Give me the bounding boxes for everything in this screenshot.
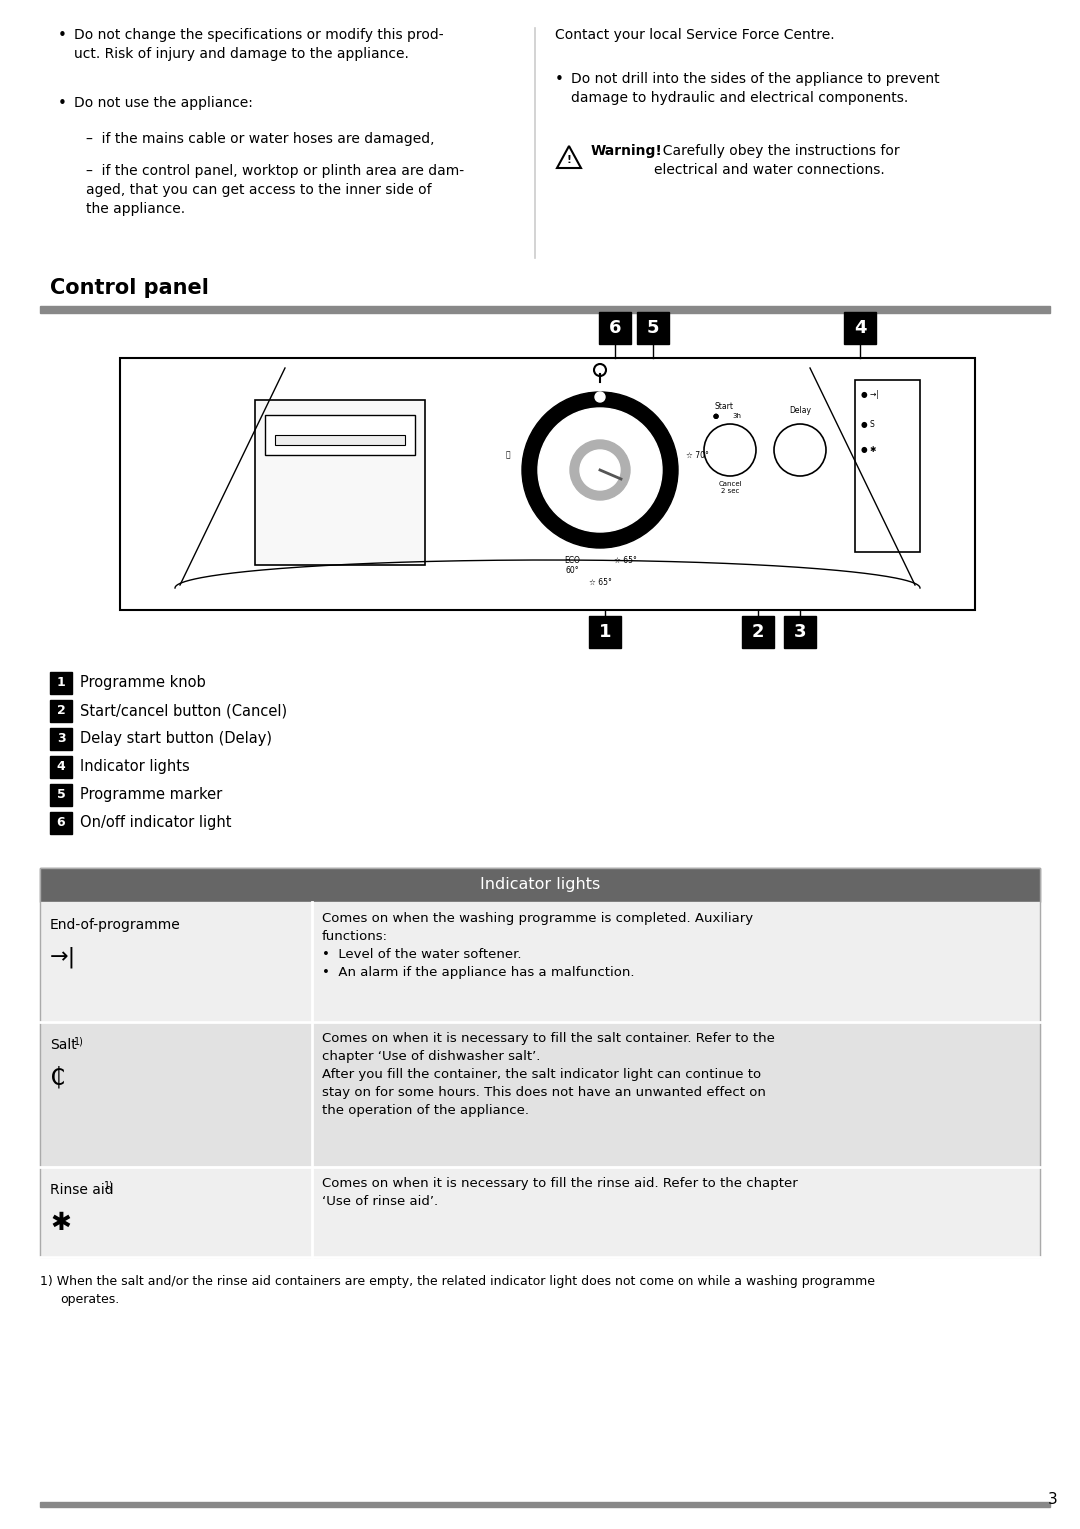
Text: Do not drill into the sides of the appliance to prevent
damage to hydraulic and : Do not drill into the sides of the appli… [571,72,940,106]
Text: ●: ● [713,413,719,419]
Text: On/off indicator light: On/off indicator light [80,815,231,830]
Text: ₵: ₵ [50,1066,66,1090]
Text: ✱: ✱ [50,1211,71,1235]
Text: Programme knob: Programme knob [80,676,206,691]
Text: ● ✱: ● ✱ [861,445,876,454]
Text: 2: 2 [752,622,765,641]
Text: •: • [555,72,564,87]
Text: 1): 1) [104,1180,113,1191]
Text: –  if the mains cable or water hoses are damaged,: – if the mains cable or water hoses are … [86,131,434,145]
Text: 3: 3 [56,732,65,746]
Text: •: • [58,96,67,112]
Text: 1: 1 [598,622,611,641]
Bar [50,700,72,722]
Text: ㎎: ㎎ [505,451,510,460]
Text: Start: Start [715,402,733,411]
Text: operates.: operates. [60,1294,119,1306]
Bar [50,755,72,778]
Text: Cancel
2 sec: Cancel 2 sec [718,482,742,494]
Text: 4: 4 [56,760,66,774]
Bar [50,728,72,751]
Bar [275,434,405,445]
Text: Indicator lights: Indicator lights [480,878,600,893]
Text: •: • [58,28,67,43]
Text: 6: 6 [56,816,65,830]
Text: Contact your local Service Force Centre.: Contact your local Service Force Centre. [555,28,835,41]
Text: 1): 1) [75,1037,84,1046]
Text: →|: →| [50,946,77,968]
Circle shape [522,391,678,547]
Bar [599,312,631,344]
Bar [589,616,621,648]
Text: !: ! [567,154,571,165]
Text: Delay: Delay [789,407,811,414]
Bar [120,358,975,610]
Text: Salt: Salt [50,1038,77,1052]
Text: ☆ 70°: ☆ 70° [686,451,708,460]
Text: 4: 4 [854,320,866,336]
Bar [50,784,72,806]
Bar [50,673,72,694]
Text: Control panel: Control panel [50,278,208,298]
Text: ●: ● [713,413,719,419]
Circle shape [580,450,620,489]
Bar [255,401,426,566]
Bar [40,1021,1040,1167]
Bar [265,414,415,456]
Text: 1: 1 [56,676,66,690]
Text: Programme marker: Programme marker [80,787,222,803]
Bar [855,381,920,552]
Circle shape [704,424,756,476]
Bar [40,306,1050,313]
Text: ☆ 65°: ☆ 65° [589,578,611,587]
Text: ☆ 65°: ☆ 65° [613,557,636,566]
Text: 5: 5 [56,789,66,801]
Text: –  if the control panel, worktop or plinth area are dam-
aged, that you can get : – if the control panel, worktop or plint… [86,164,464,216]
Text: 2: 2 [56,705,66,717]
Text: 5: 5 [647,320,659,336]
Text: 3h: 3h [732,413,741,419]
Circle shape [595,391,605,402]
Text: 6: 6 [609,320,621,336]
Text: 3: 3 [794,622,807,641]
Bar [843,312,876,344]
Bar [637,312,669,344]
Bar [40,868,1040,1257]
Text: ECO
60°: ECO 60° [564,557,580,575]
Text: Do not use the appliance:: Do not use the appliance: [75,96,253,110]
Text: 3: 3 [1048,1491,1057,1506]
Bar [40,1501,1050,1508]
Text: Rinse aid: Rinse aid [50,1183,113,1197]
Bar [40,1167,1040,1257]
Text: Delay start button (Delay): Delay start button (Delay) [80,731,272,746]
Text: Comes on when the washing programme is completed. Auxiliary
functions:
•  Level : Comes on when the washing programme is c… [322,911,753,979]
Circle shape [538,408,662,532]
Circle shape [570,440,630,500]
Text: End-of-programme: End-of-programme [50,917,180,933]
Text: Start/cancel button (Cancel): Start/cancel button (Cancel) [80,703,287,719]
Text: Do not change the specifications or modify this prod-
uct. Risk of injury and da: Do not change the specifications or modi… [75,28,444,61]
Text: Comes on when it is necessary to fill the salt container. Refer to the
chapter ‘: Comes on when it is necessary to fill th… [322,1032,774,1118]
Circle shape [774,424,826,476]
Bar [40,868,1040,902]
Text: ● →|: ● →| [861,390,879,399]
Text: ● S: ● S [861,420,875,430]
Text: Carefully obey the instructions for
electrical and water connections.: Carefully obey the instructions for elec… [654,144,900,177]
Bar [784,616,816,648]
Text: Warning!: Warning! [591,144,663,157]
Bar [40,902,1040,1021]
Bar [742,616,774,648]
Bar [50,812,72,833]
Text: Indicator lights: Indicator lights [80,760,190,775]
Text: 1) When the salt and/or the rinse aid containers are empty, the related indicato: 1) When the salt and/or the rinse aid co… [40,1275,875,1287]
Text: Comes on when it is necessary to fill the rinse aid. Refer to the chapter
‘Use o: Comes on when it is necessary to fill th… [322,1177,798,1208]
